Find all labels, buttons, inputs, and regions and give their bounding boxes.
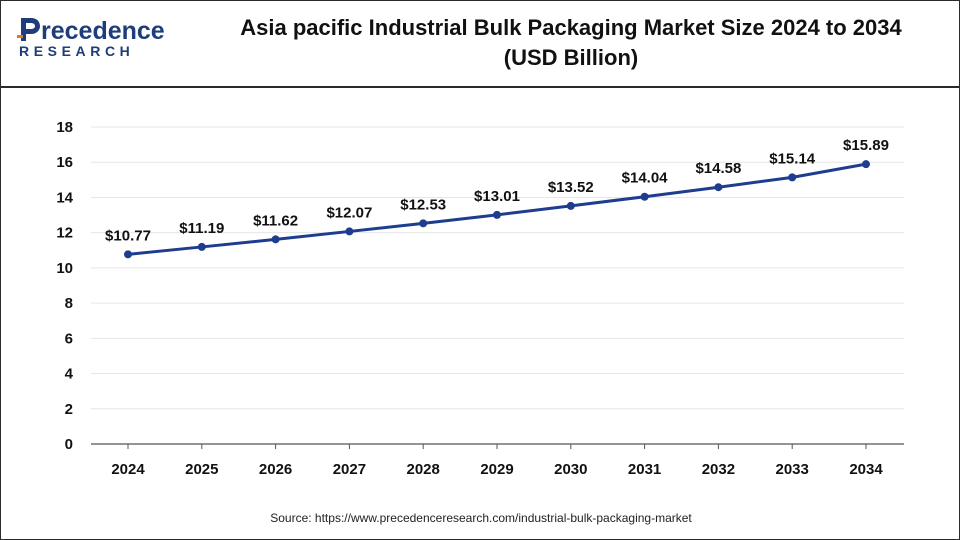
data-label: $15.14 bbox=[769, 150, 816, 167]
data-point bbox=[419, 219, 428, 228]
data-point bbox=[862, 160, 870, 169]
source-note: Source: https://www.precedenceresearch.c… bbox=[270, 511, 692, 525]
x-tick-label: 2025 bbox=[185, 461, 218, 478]
y-tick-label: 16 bbox=[56, 154, 73, 171]
y-tick-label: 10 bbox=[56, 260, 73, 277]
y-tick-label: 2 bbox=[65, 401, 73, 418]
data-label: $11.19 bbox=[179, 220, 224, 237]
x-tick-label: 2033 bbox=[776, 461, 809, 478]
data-label: $15.89 bbox=[843, 137, 889, 154]
data-point bbox=[271, 235, 280, 244]
y-tick-label: 12 bbox=[56, 225, 73, 242]
chart-title-line-2: (USD Billion) bbox=[503, 45, 639, 70]
data-label: $14.58 bbox=[695, 160, 741, 177]
x-tick-label: 2026 bbox=[259, 461, 292, 478]
data-point bbox=[124, 250, 132, 259]
line-chart: 0 2 4 6 8 10 12 14 16 18 2024 2025 2026 2027 2028 2029 2… bbox=[56, 119, 904, 478]
series-line bbox=[127, 162, 867, 256]
data-label: $10.77 bbox=[105, 227, 151, 244]
y-tick-label: 0 bbox=[65, 436, 73, 453]
header: recedence RESEARCH Asia pacific Industri… bbox=[1, 1, 959, 88]
x-tick-label: 2029 bbox=[480, 461, 513, 478]
x-tick-label: 2031 bbox=[628, 461, 661, 478]
x-tick-label: 2024 bbox=[111, 461, 145, 478]
data-point bbox=[493, 210, 501, 219]
x-tick-label: 2028 bbox=[407, 461, 440, 478]
logo-p-icon bbox=[17, 18, 40, 41]
x-tick-label: 2030 bbox=[554, 461, 587, 478]
y-tick-label: 18 bbox=[56, 119, 73, 136]
data-point bbox=[788, 173, 797, 182]
x-tick-label: 2034 bbox=[849, 461, 883, 478]
logo-subtitle: RESEARCH bbox=[19, 43, 135, 59]
data-label: $11.62 bbox=[253, 212, 298, 229]
chart-title-line-1: Asia pacific Industrial Bulk Packaging M… bbox=[240, 15, 902, 40]
data-label: $14.04 bbox=[622, 170, 669, 187]
brand-logo: recedence RESEARCH bbox=[15, 13, 165, 71]
x-tick-label: 2032 bbox=[702, 461, 735, 478]
y-tick-label: 4 bbox=[65, 366, 74, 383]
data-label: $13.01 bbox=[474, 188, 520, 205]
data-point bbox=[640, 192, 649, 201]
data-label: $12.07 bbox=[326, 204, 372, 221]
logo-wordmark: recedence bbox=[41, 17, 165, 45]
x-tick-label: 2027 bbox=[333, 461, 366, 478]
data-point bbox=[714, 183, 723, 192]
y-tick-label: 6 bbox=[65, 330, 73, 347]
chart-title: Asia pacific Industrial Bulk Packaging M… bbox=[191, 13, 951, 73]
data-point bbox=[566, 201, 575, 210]
data-label: $12.53 bbox=[400, 196, 446, 213]
data-label: $13.52 bbox=[548, 179, 594, 196]
y-tick-label: 8 bbox=[65, 295, 73, 312]
data-point bbox=[345, 227, 354, 236]
data-point bbox=[197, 242, 206, 251]
y-tick-label: 14 bbox=[56, 189, 73, 206]
